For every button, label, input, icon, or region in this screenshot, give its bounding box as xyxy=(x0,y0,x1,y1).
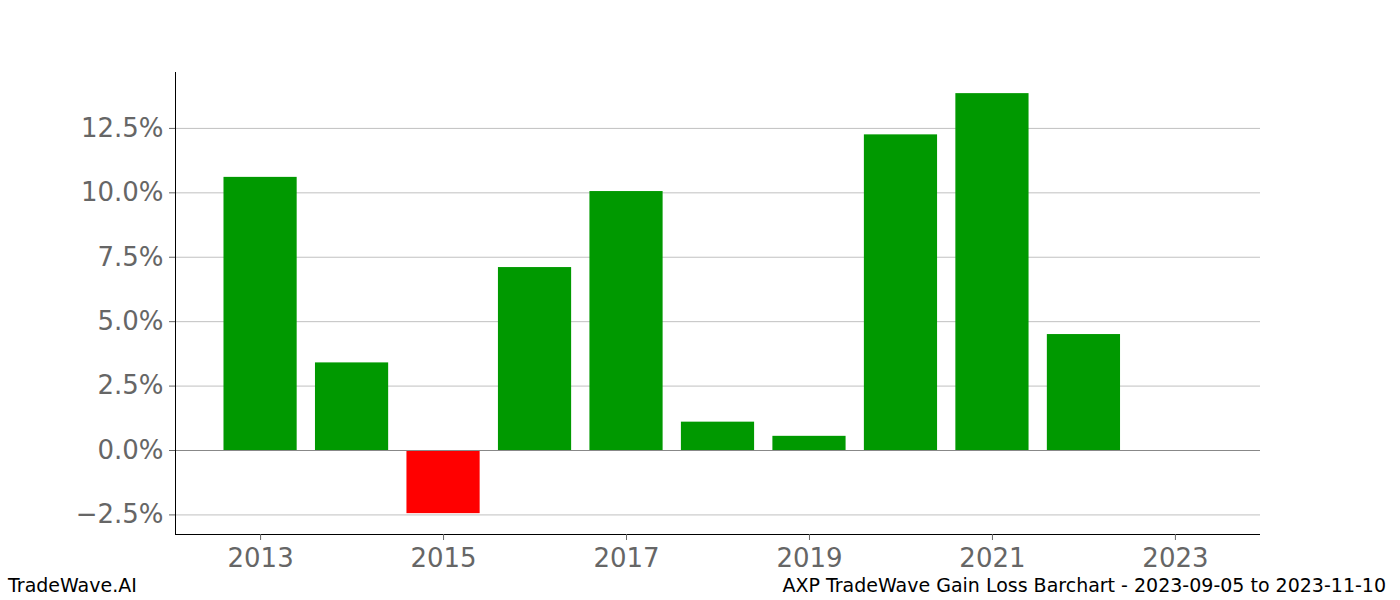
svg-text:2013: 2013 xyxy=(227,543,293,573)
svg-text:2.5%: 2.5% xyxy=(97,370,163,400)
html-text:AXP TradeWave Gain Loss Barcha: AXP TradeWave Gain Loss Barchart - 2023-… xyxy=(782,574,1386,596)
svg-text:12.5%: 12.5% xyxy=(81,113,164,143)
svg-text:10.0%: 10.0% xyxy=(81,177,164,207)
svg-text:2023: 2023 xyxy=(1142,543,1208,573)
svg-text:2015: 2015 xyxy=(410,543,476,573)
svg-text:−2.5%: −2.5% xyxy=(76,499,164,529)
svg-text:5.0%: 5.0% xyxy=(97,306,163,336)
svg-text:2019: 2019 xyxy=(776,543,842,573)
svg-text:2021: 2021 xyxy=(959,543,1025,573)
svg-text:0.0%: 0.0% xyxy=(97,435,163,465)
svg-text:7.5%: 7.5% xyxy=(97,242,163,272)
svg-text:2017: 2017 xyxy=(593,543,659,573)
html-text:TradeWave.AI: TradeWave.AI xyxy=(8,574,137,596)
